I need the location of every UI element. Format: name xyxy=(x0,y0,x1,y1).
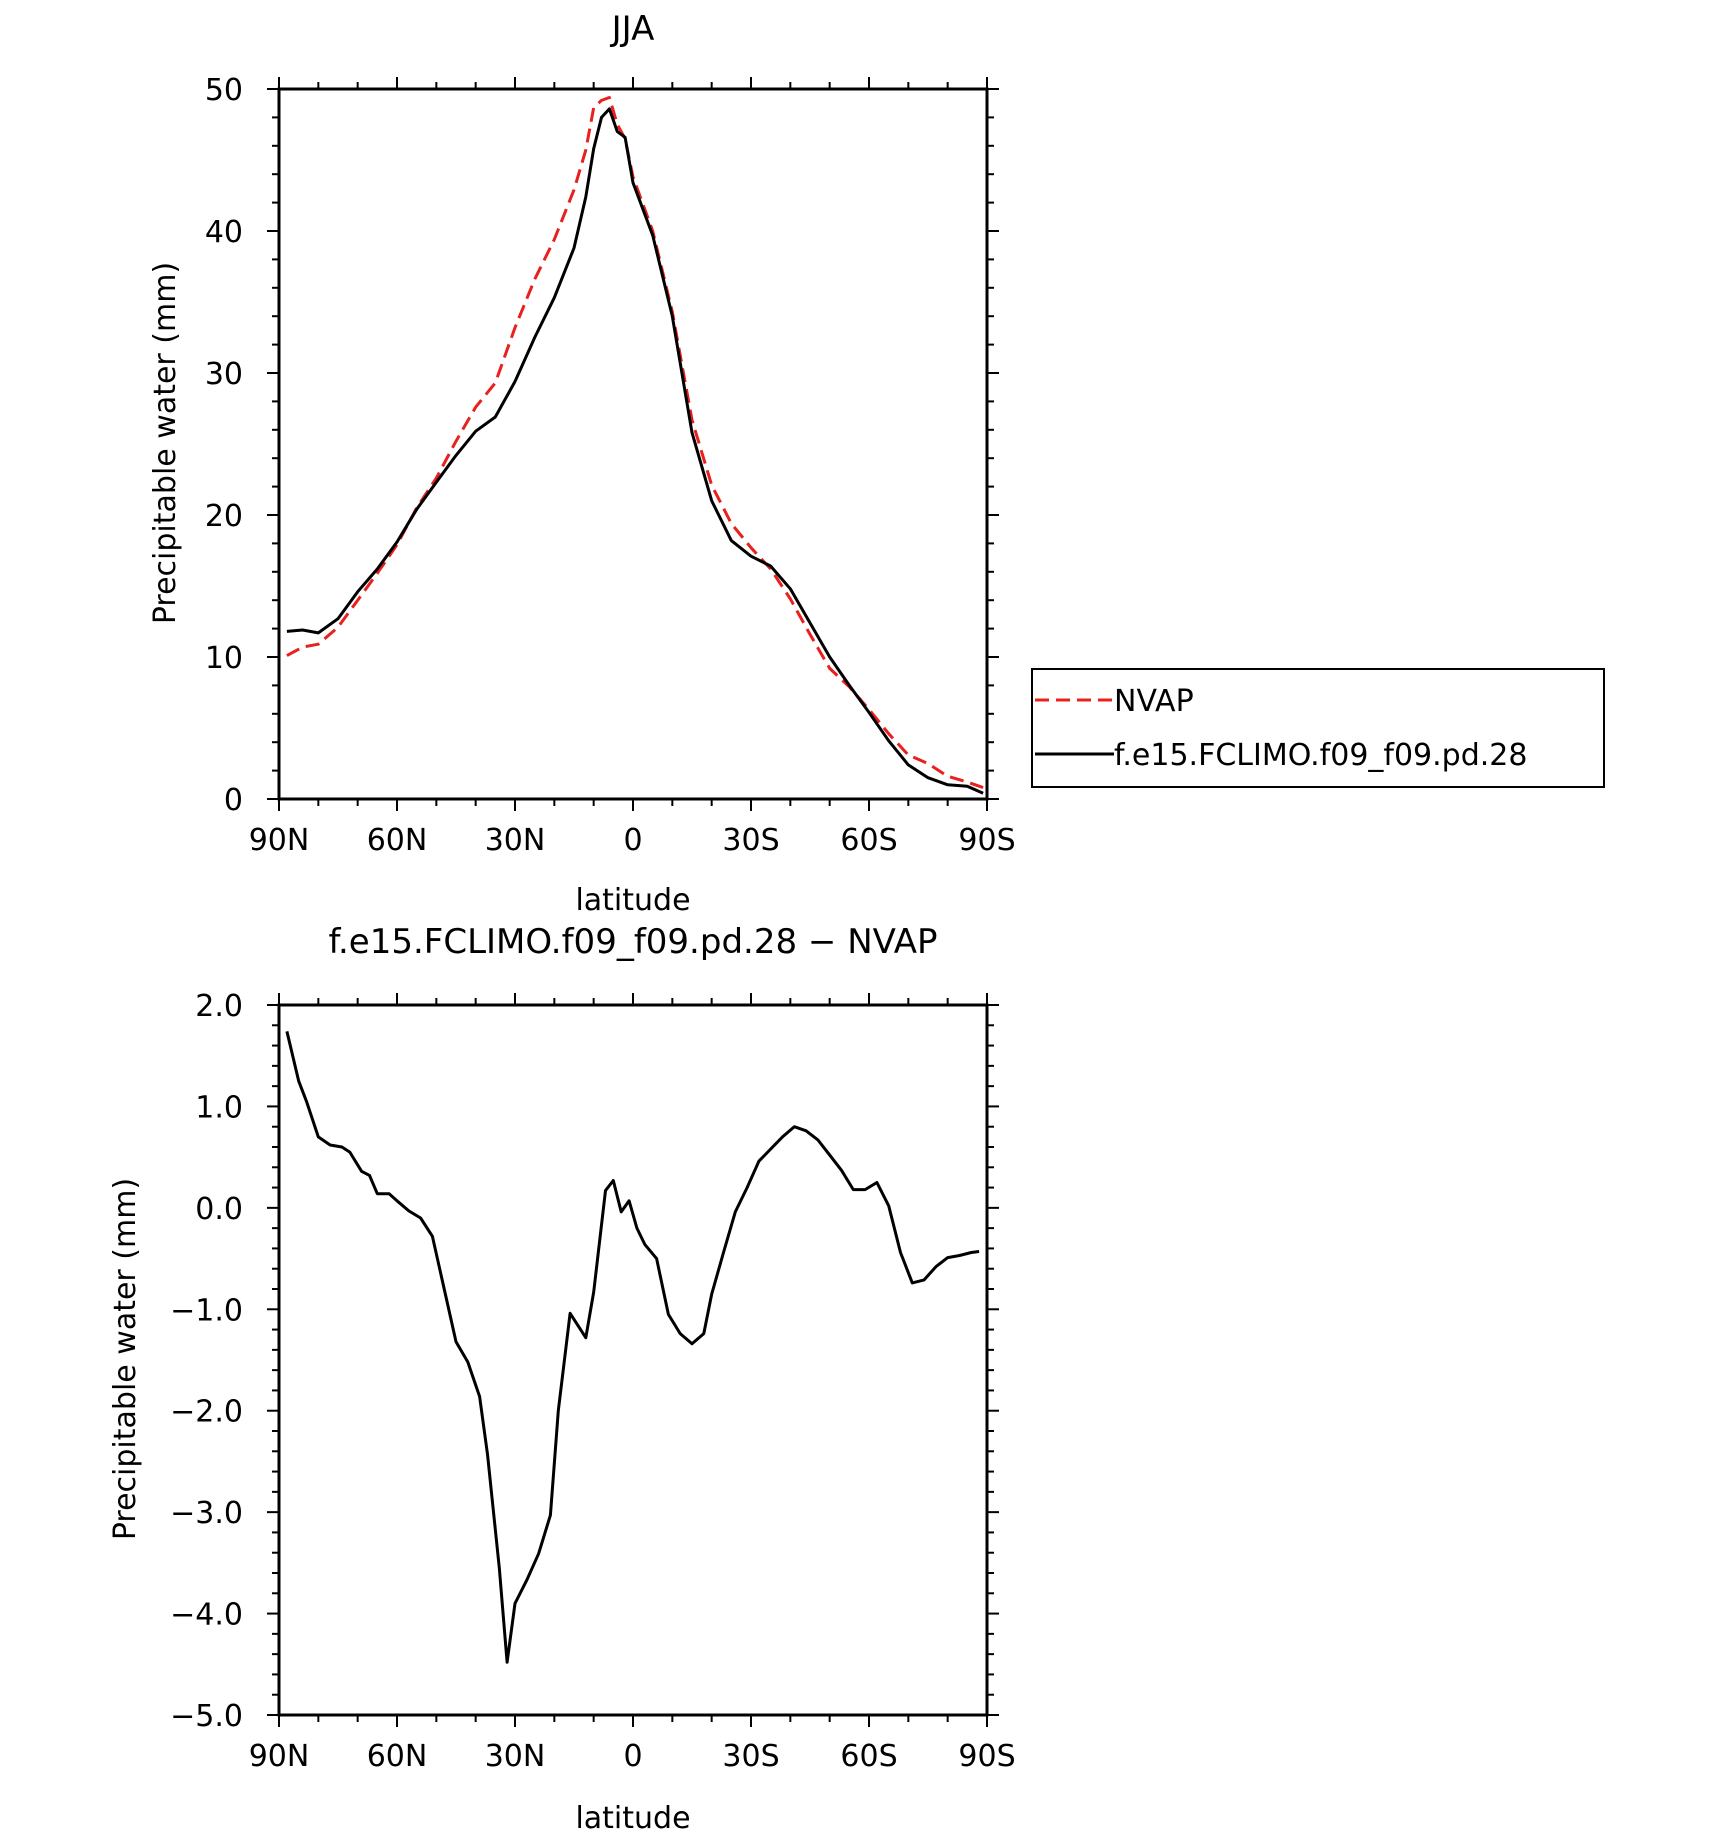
x-tick-label: 30N xyxy=(485,823,546,858)
x-tick-label: 0 xyxy=(623,823,642,858)
axes-layer: 90N 60N 30N 0 30S 60S 90S 0 10 20 30 40 50 xyxy=(205,73,1016,858)
y-tick-label: 0 xyxy=(224,783,243,818)
x-tick-label: 30S xyxy=(722,823,779,858)
y-tick-label: 10 xyxy=(205,641,243,676)
x-tick-label: 90S xyxy=(958,1739,1015,1774)
y-tick-label: −1.0 xyxy=(170,1293,243,1328)
series-layer xyxy=(285,1031,980,1664)
x-tick-label: 60S xyxy=(840,1739,897,1774)
panel-top: JJA 90N 60N 30N 0 30S 60S 90S 0 10 20 30 40 50 latit… xyxy=(148,9,1605,918)
legend-box xyxy=(1031,668,1605,788)
y-tick-label: 0.0 xyxy=(195,1192,243,1227)
x-tick-label: 90S xyxy=(958,823,1015,858)
x-tick-label: 60S xyxy=(840,823,897,858)
plot-frame xyxy=(277,1003,989,1717)
series-layer xyxy=(286,96,984,795)
x-axis-label: latitude xyxy=(575,883,690,918)
y-tick-label: 50 xyxy=(205,73,243,108)
y-axis-label: Precipitable water (mm) xyxy=(148,262,183,624)
axes-layer: 90N 60N 30N 0 30S 60S 90S −5.0 −4.0 −3.0 −2.0 −1.0 0… xyxy=(170,989,1015,1774)
y-tick-label: −5.0 xyxy=(170,1699,243,1734)
x-tick-label: 30S xyxy=(722,1739,779,1774)
x-tick-label: 0 xyxy=(623,1739,642,1774)
legend: NVAP f.e15.FCLIMO.f09_f09.pd.28 xyxy=(1031,668,1605,788)
y-tick-label: 30 xyxy=(205,357,243,392)
y-tick-label: 1.0 xyxy=(195,1090,243,1125)
plot-frame xyxy=(277,87,989,801)
x-tick-label: 60N xyxy=(367,1739,428,1774)
legend-label-nvap: NVAP xyxy=(1114,684,1194,719)
y-tick-label: 20 xyxy=(205,499,243,534)
x-tick-label: 90N xyxy=(249,823,310,858)
y-tick-label: −2.0 xyxy=(170,1395,243,1430)
series-line-nvap xyxy=(286,96,984,790)
y-tick-label: −3.0 xyxy=(170,1496,243,1531)
series-line-model xyxy=(285,1031,980,1664)
x-tick-label: 60N xyxy=(367,823,428,858)
panel-bottom: f.e15.FCLIMO.f09_f09.pd.28 − NVAP 90N 60N… xyxy=(108,922,1016,1833)
y-tick-label: −4.0 xyxy=(170,1598,243,1633)
x-axis-label: latitude xyxy=(575,1801,690,1833)
legend-label-model: f.e15.FCLIMO.f09_f09.pd.28 xyxy=(1114,738,1527,773)
chart-title: f.e15.FCLIMO.f09_f09.pd.28 − NVAP xyxy=(329,922,938,962)
series-line-model xyxy=(286,107,984,795)
y-tick-label: 2.0 xyxy=(195,989,243,1024)
y-tick-label: 40 xyxy=(205,215,243,250)
x-tick-label: 90N xyxy=(249,1739,310,1774)
x-tick-label: 30N xyxy=(485,1739,546,1774)
chart-title: JJA xyxy=(610,9,655,49)
y-axis-label: Precipitable water (mm) xyxy=(108,1178,143,1540)
